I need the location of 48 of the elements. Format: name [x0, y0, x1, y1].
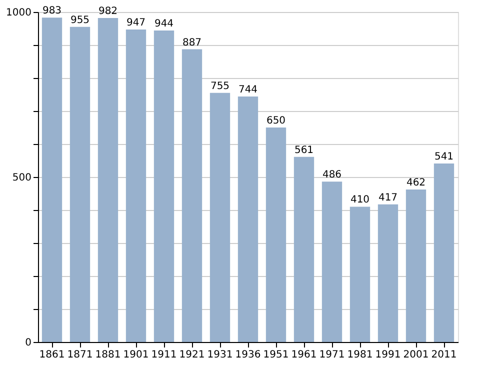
x-tick-label: 2011: [431, 350, 457, 360]
x-tick-label: 2001: [403, 350, 429, 360]
x-tick-label: 1936: [235, 350, 261, 360]
x-tick-label: 1901: [123, 350, 149, 360]
data-label: 462: [406, 178, 426, 189]
bar: [70, 26, 90, 342]
data-label: 561: [294, 144, 314, 156]
x-tick-label: 1951: [263, 350, 289, 360]
x-tick-label: 1981: [347, 350, 373, 360]
x-tick-label: 1911: [151, 350, 177, 360]
bar: [126, 29, 146, 342]
data-label: 982: [98, 6, 118, 17]
data-label: 947: [126, 17, 146, 28]
bar: [210, 92, 230, 342]
data-label: 944: [154, 18, 174, 30]
x-tick-label: 1881: [95, 350, 121, 360]
x-tick-label: 1931: [207, 350, 233, 360]
data-label: 744: [238, 84, 258, 96]
bar: [350, 206, 370, 342]
bar: [182, 49, 202, 342]
data-label: 410: [350, 194, 370, 206]
bar: [266, 128, 286, 342]
y-tick-label: 0: [25, 338, 32, 348]
data-label: 955: [70, 14, 90, 26]
data-label: 486: [322, 170, 342, 181]
data-label: 417: [378, 192, 398, 204]
x-tick-label: 1861: [39, 350, 65, 360]
data-label: 983: [42, 6, 62, 17]
bar: [322, 182, 342, 342]
bar: [238, 96, 258, 342]
bar: [154, 30, 174, 342]
x-tick-label: 1991: [375, 350, 401, 360]
data-label: 541: [434, 151, 454, 162]
bar: [406, 190, 426, 342]
data-label: 650: [266, 116, 286, 126]
bar: [98, 18, 118, 342]
x-tick-label: 1961: [291, 350, 317, 360]
data-label: 887: [182, 37, 202, 48]
x-tick-label: 1971: [319, 350, 345, 360]
y-tick-label: 500: [12, 172, 32, 184]
data-label: 755: [210, 80, 230, 92]
bar: [378, 204, 398, 342]
y-tick-label: 1000: [6, 8, 32, 18]
bar: [434, 163, 454, 342]
bar: [294, 156, 314, 342]
x-tick-label: 1871: [67, 350, 93, 360]
x-tick-label: 1921: [179, 350, 205, 360]
bar: [42, 18, 62, 342]
